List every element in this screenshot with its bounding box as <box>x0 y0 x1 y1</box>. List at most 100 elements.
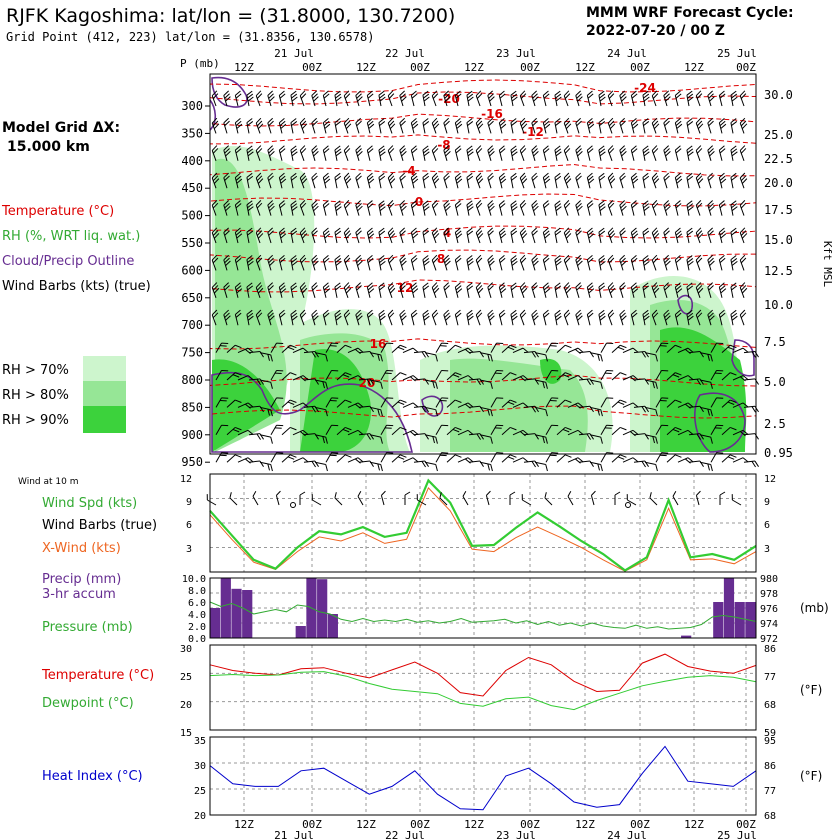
bottom-hour-label: 00Z <box>736 818 756 831</box>
wind-barb <box>314 461 328 472</box>
bottom-hour-label: 00Z <box>630 818 650 831</box>
heat-c-tick: 35 <box>194 736 206 747</box>
wind-barb <box>487 172 494 189</box>
wind-barb <box>510 200 518 216</box>
wind-barb <box>325 369 339 381</box>
wind-barb <box>255 90 263 107</box>
wind-barb <box>399 309 407 326</box>
wind-barb <box>435 342 449 353</box>
wind-barb <box>355 172 362 189</box>
wind-barb <box>642 309 650 326</box>
wind-barb <box>563 227 572 244</box>
wind-barb <box>674 200 682 216</box>
wind-barb <box>542 117 551 134</box>
wind-barb <box>334 309 342 326</box>
wind-barb <box>630 117 639 134</box>
precip-bar <box>242 590 253 638</box>
wind-barb <box>322 282 331 298</box>
wind-barb <box>311 254 319 271</box>
precip-bar <box>210 608 221 638</box>
wind-barbs <box>211 90 759 472</box>
wind-barb <box>586 145 594 161</box>
wind-barb <box>619 282 626 298</box>
wind-barb <box>498 200 506 216</box>
wind-barb <box>424 352 438 362</box>
wind-barb <box>399 172 406 189</box>
wind-barb <box>589 434 603 444</box>
wind-barb <box>600 342 614 353</box>
wind-barb <box>554 227 562 244</box>
wind-barb <box>531 282 538 298</box>
wind-barb <box>686 200 694 216</box>
wind-barb <box>730 227 738 244</box>
wind-barb <box>554 200 562 216</box>
top-day-label: 24 Jul <box>607 47 647 60</box>
wind-barb <box>651 227 660 244</box>
wind-barb <box>281 454 297 463</box>
wind-barb <box>336 372 352 381</box>
isotherm-label: 16 <box>370 337 387 351</box>
wind-barb <box>475 200 483 216</box>
wind-barb <box>718 227 727 244</box>
wind-barb <box>663 117 670 134</box>
wind-barb <box>600 424 614 436</box>
isotherms: -24-20-16-12-8-4048121620 <box>209 79 757 420</box>
wind-barb <box>586 172 595 189</box>
height-tick-label: 2.5 <box>764 417 786 431</box>
wind-barb <box>211 172 220 189</box>
wind-barb <box>688 460 704 467</box>
precip-tick-label: 0.0 <box>188 634 206 645</box>
wind-barb <box>575 172 582 189</box>
cloud-outline-path <box>694 392 746 453</box>
wind-ytick-left: 9 <box>186 497 192 508</box>
wind-barb <box>575 145 583 161</box>
wind-barb <box>424 406 438 417</box>
height-tick-label: 15.0 <box>764 233 793 247</box>
bottom-day-label: 22 Jul <box>385 829 425 840</box>
rh70-label: RH > 70% <box>2 363 69 378</box>
wind-barb <box>534 406 548 417</box>
wind-barb <box>699 352 713 362</box>
wind-barb <box>563 309 571 326</box>
wind-barb <box>292 457 309 463</box>
wind-barb <box>498 117 507 134</box>
wind-barb <box>718 282 727 298</box>
wind-barb <box>223 172 230 189</box>
wind-barb <box>695 227 704 244</box>
surface-wind-barb <box>275 490 281 506</box>
wind-barb <box>211 145 219 161</box>
wind-barb <box>366 172 375 189</box>
wind-barb <box>270 369 284 381</box>
wind-barb <box>695 90 703 107</box>
wind-barb <box>410 90 418 107</box>
wind-barb <box>739 90 747 107</box>
bottom-hour-label: 00Z <box>302 818 322 831</box>
wind-barb <box>554 255 562 271</box>
pressure-tick-label: 350 <box>181 126 203 140</box>
series-line <box>209 487 757 572</box>
heat-c-tick: 20 <box>194 811 206 822</box>
wind-barb <box>278 172 287 189</box>
cloud-outline <box>209 76 755 453</box>
wind-barb <box>487 145 495 161</box>
wind-barb <box>366 200 374 216</box>
wind-barb <box>399 227 406 244</box>
wind-barb <box>622 347 639 354</box>
wind-barb <box>311 227 318 244</box>
model-grid-label: Model Grid ΔX: <box>2 120 120 136</box>
wind-barb <box>607 90 615 107</box>
surface-wind-barb <box>521 494 532 506</box>
pressure-axis: 300 350 400 450 500 550 600 650 700 750 800 850 900 9… <box>181 99 210 469</box>
wind-barb <box>567 375 584 381</box>
wind-barb <box>531 227 538 244</box>
wind-barb <box>234 200 242 216</box>
wind-barb <box>334 90 342 107</box>
wind-barb <box>292 402 309 408</box>
wind-barb <box>556 399 572 408</box>
wind-barb <box>378 309 386 326</box>
wind-barb <box>699 461 713 472</box>
wind-barb <box>630 145 638 161</box>
wind-ytick-left: 3 <box>186 544 192 555</box>
wind-barb <box>674 227 683 244</box>
wind-barb <box>534 434 548 444</box>
